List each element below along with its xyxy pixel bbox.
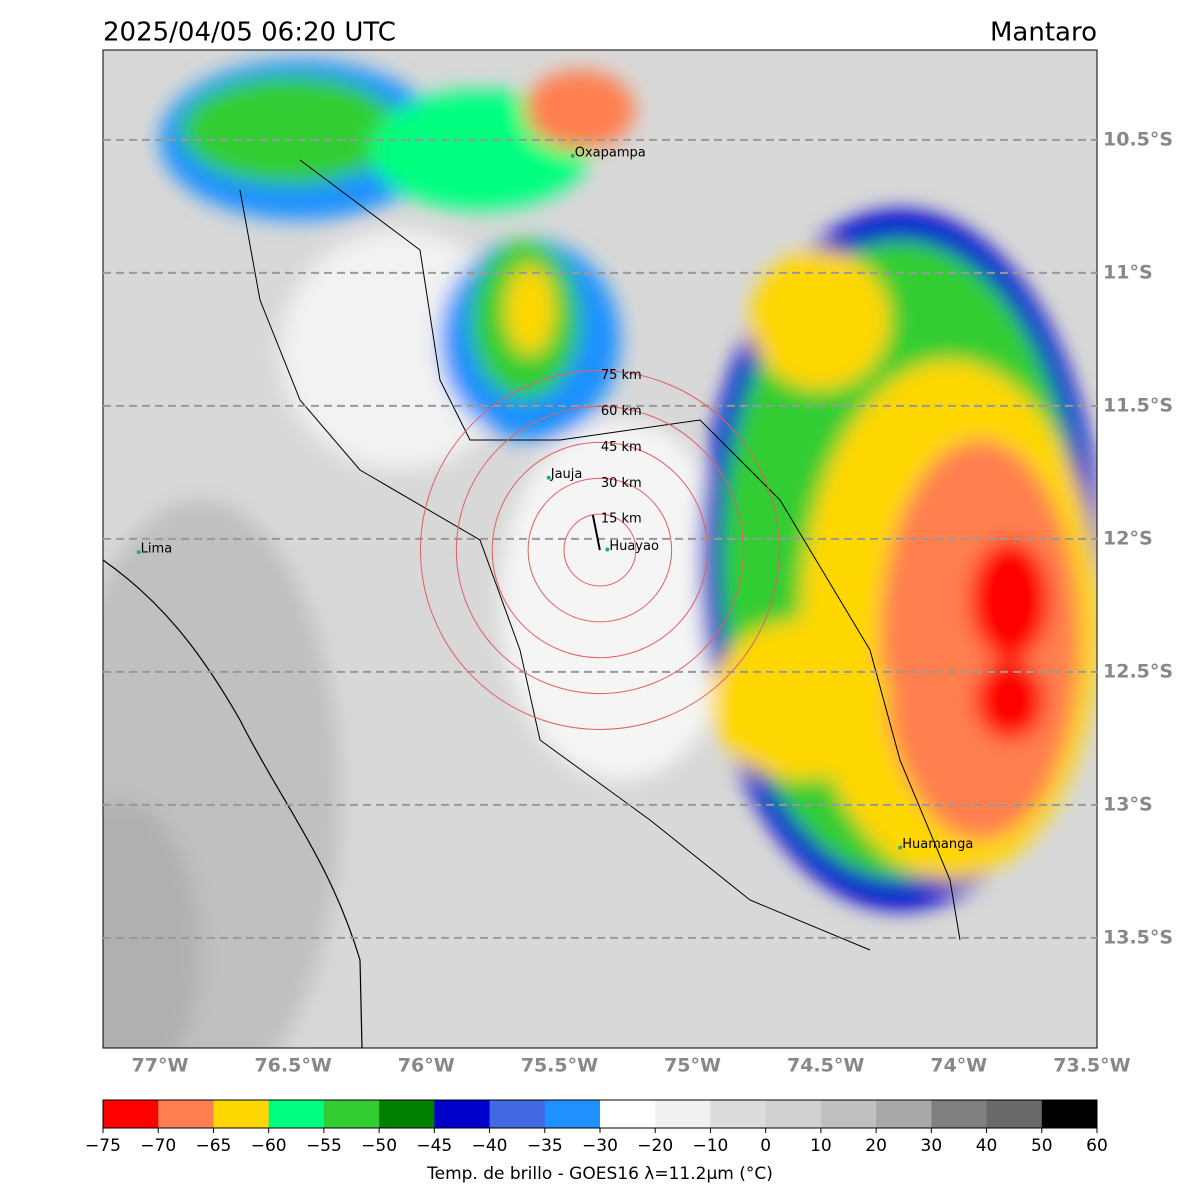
colorbar-label: Temp. de brillo - GOES16 λ=11.2μm (°C) [426, 1164, 773, 1184]
lat-label: 11°S [1103, 261, 1153, 283]
colorbar-cell [600, 1100, 656, 1128]
ring-label: 60 km [601, 404, 642, 419]
place-label: Huayao [609, 539, 659, 554]
range-ring [563, 513, 637, 587]
range-ring [527, 477, 673, 623]
colorbar-tick-label: 10 [810, 1136, 832, 1156]
colorbar-cell [655, 1100, 711, 1128]
colorbar-cell [434, 1100, 491, 1128]
place-marker [605, 547, 610, 552]
colorbar-cell [820, 1100, 877, 1128]
colorbar-cell [876, 1100, 932, 1128]
place-label: Jauja [550, 467, 583, 482]
place-marker [546, 475, 551, 480]
range-ring [455, 406, 744, 695]
colorbar-tick-label: 50 [1031, 1136, 1053, 1156]
lat-label: 11.5°S [1103, 394, 1173, 416]
ring-label: 15 km [601, 512, 642, 527]
overlay [103, 138, 1097, 939]
colorbar-cell [986, 1100, 1043, 1128]
colorbar-tick-label: −55 [306, 1136, 342, 1156]
colorbar-tick-label: −45 [416, 1136, 452, 1156]
lat-label: 12.5°S [1103, 660, 1173, 682]
colorbar-tick-label: −35 [527, 1136, 563, 1156]
place-marker [136, 550, 141, 555]
colorbar-cell [213, 1100, 270, 1128]
colorbar-tick-label: −30 [582, 1136, 618, 1156]
range-ring [491, 441, 709, 659]
colorbar-cell [379, 1100, 435, 1128]
colorbar-cell [765, 1100, 822, 1128]
colorbar-tick-label: −40 [472, 1136, 508, 1156]
colorbar-cell [931, 1100, 988, 1128]
colorbar-tick-label: 60 [1086, 1136, 1108, 1156]
colorbar-cell [323, 1100, 380, 1128]
place-marker [570, 153, 575, 158]
location-name: Mantaro [990, 18, 1097, 48]
colorbar-tick-label: 30 [921, 1136, 943, 1156]
colorbar-tick-label: −20 [637, 1136, 673, 1156]
map-frame [102, 49, 1098, 1049]
place-label: Huamanga [902, 837, 973, 852]
ring-label: 75 km [601, 368, 642, 383]
lon-label: 75.5°W [521, 1055, 598, 1077]
lat-label: 10.5°S [1103, 128, 1173, 150]
colorbar-tick-label: −75 [85, 1136, 121, 1156]
lon-label: 76°W [398, 1055, 455, 1077]
colorbar-cell [544, 1100, 601, 1128]
colorbar-cell [103, 1100, 159, 1128]
colorbar-tick-label: 20 [865, 1136, 887, 1156]
colorbar-tick-label: −10 [692, 1136, 728, 1156]
lon-label: 77°W [132, 1055, 189, 1077]
colorbar-tick-label: 40 [976, 1136, 998, 1156]
colorbar-tick-label: −70 [140, 1136, 176, 1156]
lat-label: 13°S [1103, 793, 1153, 815]
range-ring [419, 370, 780, 730]
colorbar-cell [489, 1100, 546, 1128]
lon-label: 73.5°W [1053, 1055, 1130, 1077]
pointer [591, 514, 601, 551]
colorbar-tick-label: −50 [361, 1136, 397, 1156]
colorbar-tick-label: −60 [251, 1136, 287, 1156]
colorbar-cell [1041, 1100, 1098, 1128]
place-label: Lima [141, 542, 172, 557]
ring-label: 30 km [601, 476, 642, 491]
map-title: 2025/04/05 06:20 UTC [103, 18, 396, 48]
place-label: Oxapampa [575, 145, 646, 160]
colorbar-cell [268, 1100, 325, 1128]
colorbar-cell [158, 1100, 214, 1128]
imagery [103, 50, 1097, 1048]
lat-label: 13.5°S [1103, 926, 1173, 948]
ring-label: 45 km [601, 440, 642, 455]
colorbar-tick-label: 0 [760, 1136, 771, 1156]
place-marker [898, 845, 903, 850]
colorbar-tick-label: −65 [195, 1136, 231, 1156]
lon-label: 75°W [664, 1055, 721, 1077]
lon-label: 74.5°W [787, 1055, 864, 1077]
lon-label: 74°W [930, 1055, 987, 1077]
lon-label: 76.5°W [254, 1055, 331, 1077]
colorbar-cell [710, 1100, 767, 1128]
lat-label: 12°S [1103, 527, 1153, 549]
